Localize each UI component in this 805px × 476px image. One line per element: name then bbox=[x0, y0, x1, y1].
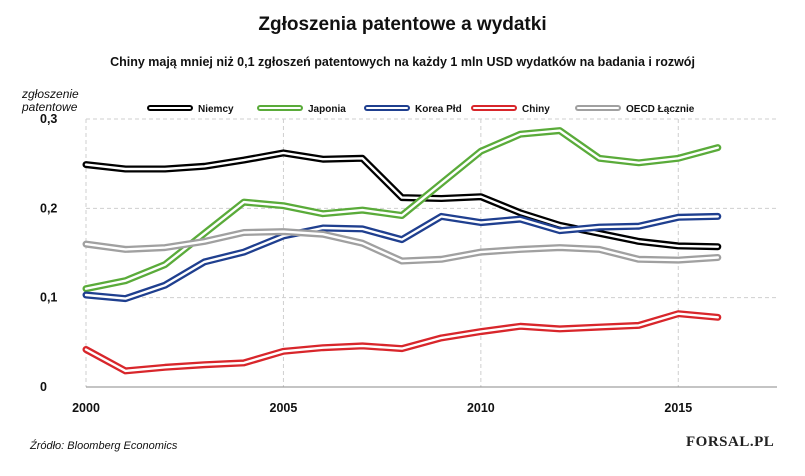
x-tick-label: 2000 bbox=[72, 401, 100, 415]
series-line-Japonia bbox=[82, 127, 722, 293]
series-line-core-Japonia bbox=[84, 129, 719, 290]
x-tick-label: 2010 bbox=[467, 401, 495, 415]
y-axis-label: zgłoszenie patentowe bbox=[22, 87, 79, 114]
chart-subtitle: Chiny mają mniej niż 0,1 zgłoszeń patent… bbox=[110, 55, 695, 69]
legend-label: Niemcy bbox=[198, 104, 234, 115]
legend-label: Japonia bbox=[308, 104, 346, 115]
y-tick-label: 0,2 bbox=[40, 201, 57, 215]
series-line-Chiny bbox=[82, 310, 722, 375]
series-line-core-Korea Płd bbox=[84, 215, 719, 300]
y-tick-label: 0,1 bbox=[40, 291, 57, 305]
legend-label: Korea Płd bbox=[415, 104, 462, 115]
y-tick-label: 0,3 bbox=[40, 112, 57, 126]
series-line-core-OECD Łącznie bbox=[84, 230, 719, 263]
source-note: Źródło: Bloomberg Economics bbox=[30, 440, 178, 452]
series-line-core-Chiny bbox=[84, 312, 719, 373]
legend-label: OECD Łącznie bbox=[626, 104, 695, 115]
chart-title: Zgłoszenia patentowe a wydatki bbox=[258, 14, 547, 35]
series-line-core-Niemcy bbox=[84, 151, 719, 248]
y-tick-label: 0 bbox=[40, 380, 47, 394]
legend-label: Chiny bbox=[522, 104, 550, 115]
x-tick-label: 2005 bbox=[270, 401, 298, 415]
x-tick-label: 2015 bbox=[664, 401, 692, 415]
brand-logo: FORSAL.PL bbox=[686, 434, 775, 450]
